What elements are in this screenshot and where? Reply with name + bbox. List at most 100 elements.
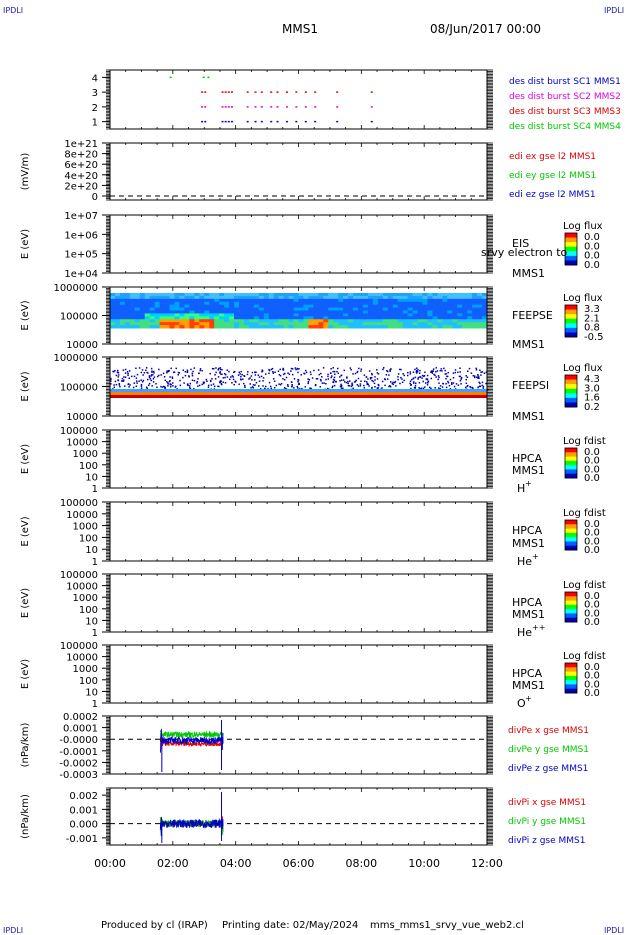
feepsi-dot bbox=[340, 384, 343, 387]
hpca-o-colorbar-tick: 0.0 bbox=[584, 688, 600, 699]
feepse-cell bbox=[263, 319, 270, 323]
feepsi-dot bbox=[138, 380, 140, 382]
feepse-cell bbox=[194, 313, 200, 317]
feepsi-dot bbox=[466, 370, 469, 373]
feepse-cell bbox=[303, 310, 309, 314]
eis-spacecraft-label: MMS1 bbox=[512, 267, 545, 280]
feepse-cell bbox=[457, 322, 463, 326]
feepse-cell bbox=[402, 293, 409, 297]
edi-tick-label: 8e+20 bbox=[64, 150, 98, 161]
feepse-cell bbox=[452, 301, 458, 306]
feepsi-dot bbox=[179, 384, 182, 387]
feepsi-dot bbox=[420, 387, 423, 389]
feeps-i-tick-label: 10000 bbox=[66, 412, 98, 423]
feepse-cell bbox=[447, 322, 453, 326]
feepsi-dot bbox=[435, 367, 438, 369]
feepse-cell bbox=[134, 301, 141, 306]
feepsi-dot bbox=[432, 370, 435, 372]
feepse-cell bbox=[467, 293, 473, 297]
feepse-cell bbox=[353, 316, 359, 320]
feepsi-dot bbox=[469, 386, 471, 388]
feepse-cell bbox=[397, 313, 404, 317]
feepsi-dot bbox=[110, 380, 112, 382]
time-tick-label: 04:00 bbox=[220, 857, 252, 870]
feepse-cell bbox=[139, 295, 146, 300]
feepsi-dot bbox=[452, 382, 455, 384]
feepsi-dot bbox=[481, 384, 483, 387]
feepsi-dot bbox=[136, 380, 138, 382]
edi-tick-label: 6e+20 bbox=[64, 160, 98, 171]
feepse-cell bbox=[283, 310, 290, 314]
divpi-legend-1: divPi y gse MMS1 bbox=[508, 817, 586, 827]
feepsi-dot bbox=[240, 379, 242, 381]
feepsi-dot bbox=[273, 387, 276, 389]
feepse-cell bbox=[229, 301, 235, 306]
feepsi-dot bbox=[473, 375, 476, 377]
feepsi-dot bbox=[275, 384, 278, 387]
feepse-cell bbox=[214, 316, 220, 320]
feepsi-dot bbox=[430, 377, 433, 380]
feepse-cell bbox=[174, 322, 180, 326]
feepse-cell bbox=[348, 295, 354, 300]
feepse-cell bbox=[159, 325, 166, 329]
feepse-cell bbox=[169, 307, 175, 311]
feepse-cell bbox=[372, 307, 379, 311]
hpca-h-colorbar-frame bbox=[564, 447, 578, 479]
feepse-cell bbox=[278, 304, 285, 309]
feepse-cell bbox=[407, 307, 414, 311]
feepse-cell bbox=[263, 298, 270, 303]
feepsi-dot bbox=[128, 377, 130, 380]
feepse-cell bbox=[149, 293, 156, 297]
divpe-legend-2: divPe z gse MMS1 bbox=[508, 764, 588, 774]
feepse-cell bbox=[273, 319, 280, 323]
feepsi-dot bbox=[340, 374, 342, 377]
feepse-cell bbox=[224, 295, 230, 300]
feepse-cell bbox=[362, 304, 369, 309]
feepse-cell bbox=[377, 301, 384, 306]
feepsi-dot bbox=[418, 381, 421, 384]
feepse-cell bbox=[298, 307, 304, 311]
feepse-cell bbox=[184, 325, 190, 329]
feepse-cell bbox=[472, 301, 478, 306]
feepse-cell bbox=[273, 298, 280, 303]
feepsi-dot bbox=[431, 371, 433, 373]
hpca-h-species-label: H bbox=[517, 482, 525, 495]
feepsi-dot bbox=[357, 385, 360, 387]
feepse-cell bbox=[110, 316, 116, 320]
feepse-cell bbox=[124, 316, 131, 320]
feepse-cell bbox=[427, 307, 433, 311]
feepsi-dot bbox=[191, 374, 194, 377]
feepsi-dot bbox=[444, 373, 447, 375]
feepse-cell bbox=[402, 304, 409, 309]
feepsi-dot bbox=[479, 369, 481, 371]
feepse-cell bbox=[238, 322, 245, 326]
des-burst-tick-label: 4 bbox=[92, 73, 98, 84]
feepse-cell bbox=[427, 319, 433, 323]
feepse-cell bbox=[392, 319, 399, 323]
feepse-cell bbox=[387, 295, 394, 300]
feepsi-dot bbox=[459, 367, 461, 369]
feepsi-dot bbox=[219, 368, 222, 371]
feepse-cell bbox=[412, 298, 419, 303]
feepsi-dot bbox=[202, 382, 205, 385]
feepse-cell bbox=[134, 295, 141, 300]
feepse-cell bbox=[139, 301, 146, 306]
feepsi-dot bbox=[222, 381, 224, 383]
feepse-cell bbox=[229, 325, 235, 329]
feepse-cell bbox=[110, 293, 116, 297]
feepsi-dot bbox=[209, 372, 211, 375]
feepse-cell bbox=[273, 310, 280, 314]
feepsi-dot bbox=[409, 373, 412, 375]
feepsi-dot bbox=[326, 387, 329, 390]
feepse-cell bbox=[293, 304, 299, 309]
feepse-cell bbox=[219, 293, 225, 297]
feepse-cell bbox=[318, 313, 324, 317]
feepsi-dot bbox=[371, 386, 373, 389]
feepse-cell bbox=[149, 298, 156, 303]
feepsi-dot bbox=[298, 368, 300, 370]
divpe-tick-label: 0.0001 bbox=[63, 724, 98, 735]
feepsi-dot bbox=[249, 383, 251, 385]
eis-colorbar-stop bbox=[565, 255, 577, 261]
feepsi-dot bbox=[319, 378, 322, 381]
feepse-cell bbox=[338, 319, 344, 323]
